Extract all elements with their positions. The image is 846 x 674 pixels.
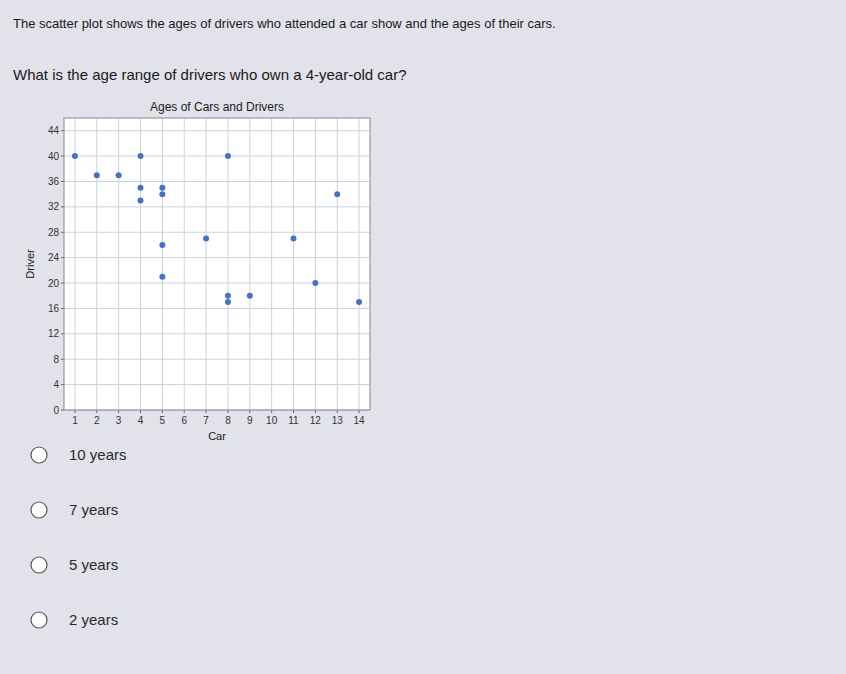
grid-line-x <box>96 118 97 410</box>
choice-text: 2 years <box>69 611 118 628</box>
tick-label-y: 4 <box>53 379 59 390</box>
grid-line-y <box>64 130 370 131</box>
tick-label-x: 13 <box>332 415 344 426</box>
choice-text: 5 years <box>69 556 118 573</box>
grid-line-x <box>140 118 141 410</box>
point <box>159 191 165 197</box>
radio-button[interactable] <box>31 612 47 628</box>
grid <box>64 118 370 410</box>
tick-label-y: 32 <box>48 201 60 212</box>
x-axis-label: Car <box>208 430 226 442</box>
point <box>203 236 209 242</box>
point <box>138 198 144 204</box>
point <box>356 299 362 305</box>
grid-line-y <box>64 257 370 258</box>
tick-label-x: 6 <box>181 415 187 426</box>
point <box>225 293 231 299</box>
tick-label-x: 14 <box>354 415 366 426</box>
point <box>225 153 231 159</box>
tick-label-y: 40 <box>48 151 60 162</box>
radio-button[interactable] <box>31 557 47 573</box>
tick-label-y: 28 <box>48 227 60 238</box>
point <box>159 274 165 280</box>
point <box>94 172 100 178</box>
ticks: 1234567891011121314048121620242832364044 <box>48 125 365 426</box>
grid-line-y <box>64 206 370 207</box>
tick-label-x: 1 <box>72 415 78 426</box>
points <box>72 153 362 305</box>
choice-text: 7 years <box>69 501 118 518</box>
grid-line-y <box>64 384 370 385</box>
point <box>334 191 340 197</box>
tick-label-x: 10 <box>266 415 278 426</box>
grid-line-x <box>359 118 360 410</box>
grid-line-x <box>206 118 207 410</box>
tick-label-x: 5 <box>160 415 166 426</box>
background <box>0 0 846 674</box>
grid-line-y <box>64 359 370 360</box>
grid-line-x <box>337 118 338 410</box>
tick-label-y: 36 <box>48 176 60 187</box>
tick-label-x: 2 <box>94 415 100 426</box>
choice-text: 10 years <box>69 446 127 463</box>
tick-label-y: 20 <box>48 278 60 289</box>
tick-label-y: 8 <box>53 354 59 365</box>
grid-line-y <box>64 181 370 182</box>
grid-line-y <box>64 308 370 309</box>
grid-line-y <box>64 283 370 284</box>
y-axis-label: Driver <box>24 249 36 279</box>
grid-line-x <box>293 118 294 410</box>
page: The scatter plot shows the ages of drive… <box>0 0 846 674</box>
point <box>138 185 144 191</box>
tick-label-y: 12 <box>48 328 60 339</box>
grid-line-x <box>271 118 272 410</box>
tick-label-x: 12 <box>310 415 322 426</box>
point <box>72 153 78 159</box>
tick-label-y: 44 <box>48 125 60 136</box>
point <box>247 293 253 299</box>
radio-button[interactable] <box>31 502 47 518</box>
grid-line-y <box>64 232 370 233</box>
plot-area <box>64 118 370 410</box>
grid-line-y <box>64 333 370 334</box>
grid-line-x <box>118 118 119 410</box>
plot-frame <box>64 118 370 410</box>
tick-label-x: 9 <box>247 415 253 426</box>
grid-line-x <box>184 118 185 410</box>
tick-label-y: 0 <box>53 405 59 416</box>
point <box>159 242 165 248</box>
chart-title: Ages of Cars and Drivers <box>150 100 284 114</box>
header-text: The scatter plot shows the ages of drive… <box>13 16 556 31</box>
tick-label-x: 4 <box>138 415 144 426</box>
point <box>138 153 144 159</box>
radio-button[interactable] <box>31 447 47 463</box>
question-text: What is the age range of drivers who own… <box>13 66 407 83</box>
tick-label-x: 11 <box>288 415 299 426</box>
point <box>225 299 231 305</box>
point <box>291 236 297 242</box>
tick-label-x: 3 <box>116 415 122 426</box>
tick-label-y: 24 <box>48 252 60 263</box>
grid-line-x <box>162 118 163 410</box>
grid-line-x <box>249 118 250 410</box>
grid-line-y <box>64 156 370 157</box>
tick-label-x: 7 <box>203 415 209 426</box>
grid-line-x <box>227 118 228 410</box>
point <box>312 280 318 286</box>
tick-label-y: 16 <box>48 303 60 314</box>
grid-line-x <box>74 118 75 410</box>
grid-line-x <box>315 118 316 410</box>
tick-label-x: 8 <box>225 415 231 426</box>
point <box>116 172 122 178</box>
point <box>159 185 165 191</box>
